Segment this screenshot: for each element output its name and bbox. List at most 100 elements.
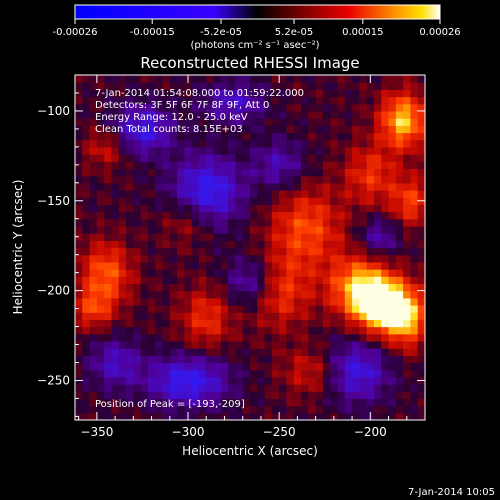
heatmap-cell	[359, 355, 368, 364]
heatmap-cell	[242, 75, 251, 83]
heatmap-cell	[250, 190, 258, 198]
heatmap-cell	[213, 233, 222, 241]
heatmap-cell	[395, 110, 404, 119]
heatmap-cell	[104, 154, 113, 162]
heatmap-cell	[82, 161, 91, 170]
heatmap-cell	[104, 369, 113, 378]
heatmap-cell	[162, 261, 171, 270]
heatmap-cell	[381, 326, 390, 335]
heatmap-cell	[140, 125, 149, 134]
heatmap-cell	[140, 82, 149, 90]
heatmap-cell	[373, 247, 382, 256]
heatmap-cell	[373, 168, 382, 177]
heatmap-cell	[162, 182, 171, 191]
heatmap-cell	[395, 89, 404, 98]
heatmap-cell	[388, 161, 397, 170]
heatmap-cell	[330, 82, 339, 90]
heatmap-cell	[330, 340, 339, 349]
heatmap-cell	[89, 125, 98, 134]
heatmap-cell	[271, 398, 280, 407]
x-tick-label: −300	[172, 425, 205, 439]
heatmap-cell	[373, 154, 382, 162]
heatmap-cell	[184, 254, 193, 263]
heatmap-cell	[286, 146, 295, 155]
heatmap-cell	[337, 139, 346, 148]
heatmap-cell	[75, 398, 83, 407]
heatmap-cell	[162, 384, 171, 392]
heatmap-cell	[359, 218, 368, 227]
heatmap-cell	[177, 398, 185, 407]
heatmap-cell	[96, 297, 105, 306]
heatmap-cell	[75, 110, 83, 119]
heatmap-cell	[373, 132, 382, 141]
heatmap-cell	[381, 348, 390, 356]
heatmap-cell	[140, 269, 149, 277]
heatmap-cell	[279, 355, 288, 364]
heatmap-cell	[286, 391, 295, 400]
heatmap-cell	[89, 204, 98, 213]
heatmap-cell	[250, 276, 258, 285]
heatmap-cell	[169, 405, 178, 414]
heatmap-cell	[286, 182, 295, 191]
heatmap-cell	[417, 190, 425, 198]
heatmap-cell	[352, 110, 360, 119]
heatmap-cell	[118, 103, 127, 112]
heatmap-cell	[352, 398, 360, 407]
heatmap-cell	[301, 125, 309, 134]
heatmap-cell	[410, 405, 419, 414]
heatmap-cell	[257, 139, 266, 148]
heatmap-cell	[140, 283, 149, 292]
heatmap-cell	[381, 175, 390, 184]
heatmap-cell	[169, 146, 178, 155]
heatmap-cell	[257, 190, 266, 198]
heatmap-cell	[111, 391, 120, 400]
heatmap-cell	[293, 254, 302, 263]
heatmap-cell	[162, 240, 171, 249]
heatmap-cell	[228, 211, 237, 220]
heatmap-cell	[184, 326, 193, 335]
heatmap-cell	[293, 261, 302, 270]
heatmap-cell	[104, 82, 113, 90]
heatmap-cell	[257, 211, 266, 220]
heatmap-cell	[140, 233, 149, 241]
heatmap-cell	[257, 290, 266, 299]
heatmap-cell	[213, 175, 222, 184]
heatmap-cell	[352, 391, 360, 400]
heatmap-cell	[155, 154, 164, 162]
heatmap-cell	[330, 190, 339, 198]
heatmap-cell	[264, 190, 273, 198]
heatmap-cell	[89, 190, 98, 198]
heatmap-cell	[140, 384, 149, 392]
heatmap-cell	[301, 82, 309, 90]
heatmap-cell	[373, 96, 382, 105]
heatmap-cell	[177, 82, 185, 90]
heatmap-cell	[118, 146, 127, 155]
heatmap-cell	[220, 283, 229, 292]
heatmap-cell	[242, 168, 251, 177]
heatmap-cell	[191, 398, 200, 407]
heatmap-cell	[155, 146, 164, 155]
heatmap-cell	[373, 333, 382, 342]
heatmap-cell	[308, 340, 317, 349]
heatmap-cell	[118, 75, 127, 83]
heatmap-cell	[264, 254, 273, 263]
heatmap-cell	[373, 297, 382, 306]
heatmap-cell	[315, 290, 324, 299]
heatmap-cell	[177, 75, 185, 83]
heatmap-cell	[104, 261, 113, 270]
heatmap-cell	[286, 161, 295, 170]
heatmap-cell	[352, 333, 360, 342]
heatmap-cell	[133, 110, 142, 119]
heatmap-cell	[206, 110, 215, 119]
heatmap-cell	[213, 139, 222, 148]
heatmap-cell	[126, 218, 134, 227]
heatmap-cell	[242, 225, 251, 234]
heatmap-cell	[104, 139, 113, 148]
heatmap-cell	[337, 376, 346, 385]
heatmap-cell	[417, 405, 425, 414]
heatmap-cell	[395, 197, 404, 205]
heatmap-cell	[242, 125, 251, 134]
heatmap-cell	[111, 154, 120, 162]
heatmap-cell	[169, 333, 178, 342]
heatmap-cell	[191, 305, 200, 313]
